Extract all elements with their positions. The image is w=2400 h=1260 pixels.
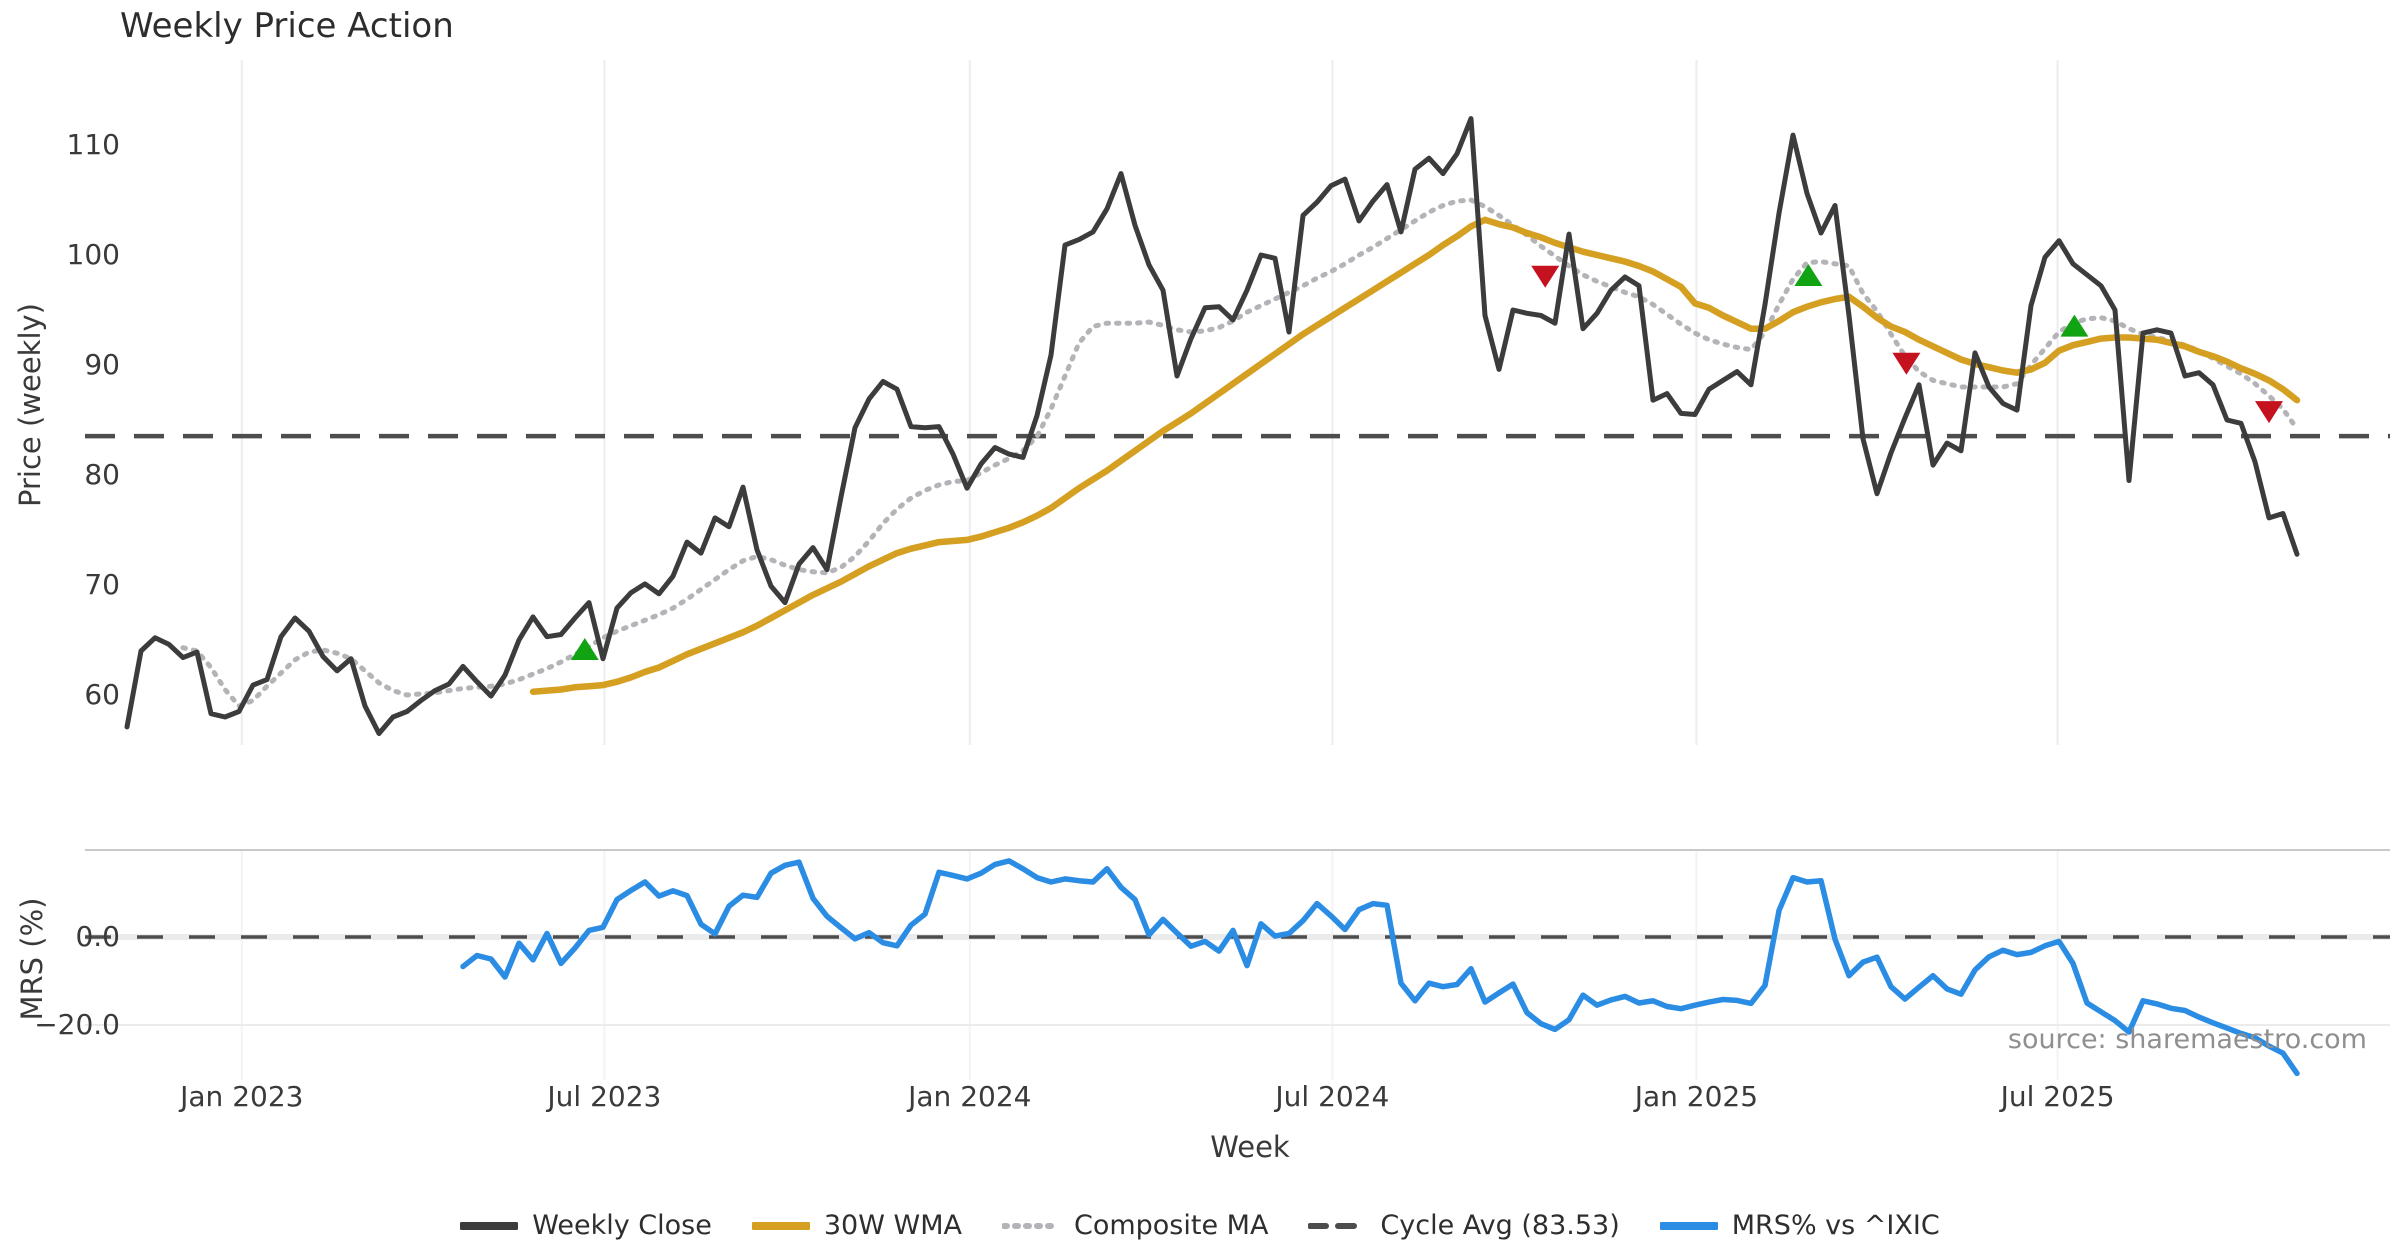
legend-swatch-icon xyxy=(460,1221,519,1230)
weekly-close-line xyxy=(124,116,2300,736)
sell-signal-marker xyxy=(1531,265,1560,288)
sell-signal-marker xyxy=(1892,352,1921,375)
x-tick-label: Jan 2025 xyxy=(1634,1080,1759,1113)
price-tick-label: 70 xyxy=(84,568,120,601)
buy-signal-marker xyxy=(570,638,599,660)
legend-swatch-icon xyxy=(1308,1222,1367,1229)
legend-swatch-icon xyxy=(751,1221,810,1230)
x-axis-title: Week xyxy=(1210,1130,1290,1164)
price-tick-label: 80 xyxy=(84,458,120,491)
price-axis-title: Price (weekly) xyxy=(13,303,47,508)
composite-ma-line xyxy=(180,197,2300,709)
price-tick-label: 110 xyxy=(66,128,120,161)
legend: Weekly Close 30W WMA Composite MA Cycle Avg… xyxy=(0,1210,2400,1241)
legend-item: MRS% vs ^IXIC xyxy=(1659,1210,1940,1241)
x-tick-label: Jul 2025 xyxy=(2000,1080,2115,1113)
legend-item-label: MRS% vs ^IXIC xyxy=(1731,1210,1940,1241)
mrs-tick-label: −20.0 xyxy=(34,1008,120,1041)
price-tick-label: 100 xyxy=(66,238,120,271)
legend-item-label: Composite MA xyxy=(1073,1210,1269,1241)
legend-item: 30W WMA xyxy=(751,1210,962,1241)
legend-item-label: Cycle Avg (83.53) xyxy=(1380,1210,1620,1241)
x-tick-label: Jan 2023 xyxy=(180,1080,304,1113)
page-title: Weekly Price Action xyxy=(120,6,454,46)
price-tick-label: 90 xyxy=(84,348,120,381)
legend-item: Cycle Avg (83.53) xyxy=(1308,1210,1620,1241)
price-tick-label: 60 xyxy=(84,678,120,711)
legend-swatch-icon xyxy=(1001,1222,1060,1229)
wma-30w-line xyxy=(529,216,2301,695)
legend-item: Composite MA xyxy=(1001,1210,1269,1241)
legend-item: Weekly Close xyxy=(460,1210,712,1241)
mrs-axis-title: MRS (%) xyxy=(15,897,49,1021)
sell-signal-marker xyxy=(2255,401,2283,424)
x-tick-label: Jan 2024 xyxy=(908,1080,1032,1113)
buy-signal-marker xyxy=(1794,264,1823,286)
x-tick-label: Jul 2023 xyxy=(547,1080,662,1113)
x-tick-label: Jul 2024 xyxy=(1275,1080,1390,1113)
buy-signal-marker xyxy=(2060,314,2089,337)
legend-item-label: 30W WMA xyxy=(823,1210,962,1241)
mrs-tick-label: 0.0 xyxy=(75,920,120,953)
legend-item-label: Weekly Close xyxy=(532,1210,712,1241)
mrs-line xyxy=(460,858,2300,1077)
legend-swatch-icon xyxy=(1659,1221,1718,1230)
source-note: source: sharemaestro.com xyxy=(2007,1024,2367,1055)
